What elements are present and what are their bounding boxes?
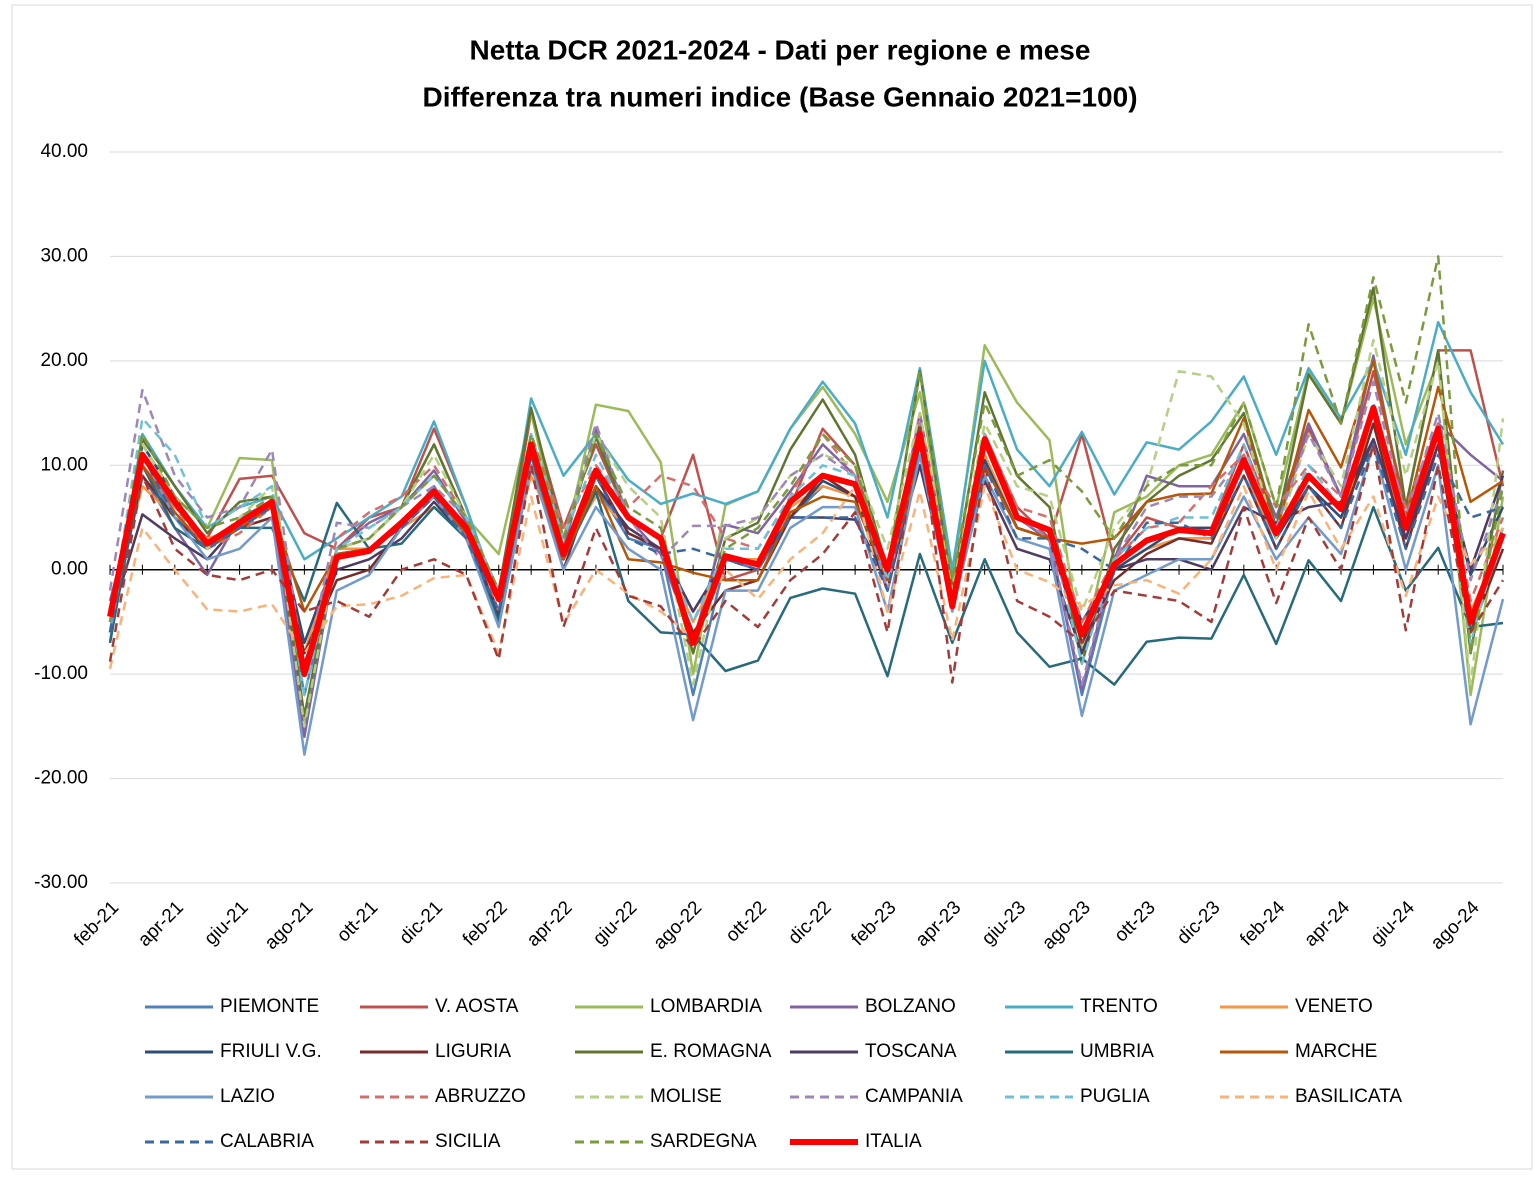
y-tick-label: -30.00: [34, 872, 88, 893]
series: [108, 255, 1505, 676]
chart-border: [11, 4, 1533, 1170]
legend-label: CALABRIA: [220, 1131, 314, 1152]
legend-label: PUGLIA: [1080, 1086, 1150, 1107]
legend-label: TOSCANA: [865, 1041, 957, 1062]
legend-label: LAZIO: [220, 1086, 275, 1107]
series-line: [108, 484, 1504, 670]
legend-label: FRIULI V.G.: [220, 1041, 322, 1062]
series: [108, 422, 1505, 684]
legend-label: BASILICATA: [1295, 1086, 1402, 1107]
legend-label: TRENTO: [1080, 996, 1158, 1017]
legend-label: BOLZANO: [865, 996, 956, 1017]
series-line: [107, 404, 1506, 678]
series-line: [108, 255, 1505, 676]
series: [108, 484, 1504, 670]
legend-label: ABRUZZO: [435, 1086, 526, 1107]
legend-label: ITALIA: [865, 1131, 922, 1152]
y-tick-label: 40.00: [40, 141, 88, 162]
legend-label: UMBRIA: [1080, 1041, 1154, 1062]
chart-subtitle: Differenza tra numeri indice (Base Genna…: [422, 81, 1137, 112]
y-tick-label: 20.00: [40, 350, 88, 371]
legend-label: VENETO: [1295, 996, 1373, 1017]
series: [107, 404, 1506, 678]
legend-label: PIEMONTE: [220, 996, 319, 1017]
series-line: [108, 453, 1504, 686]
legend-label: CAMPANIA: [865, 1086, 963, 1107]
chart-title: Netta DCR 2021-2024 - Dati per regione e…: [470, 34, 1091, 65]
legend-label: MARCHE: [1295, 1041, 1377, 1062]
legend-label: LIGURIA: [435, 1041, 511, 1062]
series: [108, 453, 1504, 686]
y-tick-label: -20.00: [34, 768, 88, 789]
legend-label: MOLISE: [650, 1086, 722, 1107]
series-line: [108, 443, 1505, 756]
legend-label: SICILIA: [435, 1131, 501, 1152]
legend-label: V. AOSTA: [435, 996, 519, 1017]
y-tick-label: 0.00: [51, 559, 88, 580]
legend-label: SARDEGNA: [650, 1131, 757, 1152]
series-line: [108, 422, 1505, 684]
legend-label: LOMBARDIA: [650, 996, 762, 1017]
y-tick-label: 30.00: [40, 245, 88, 266]
series: [108, 411, 1505, 676]
y-tick-label: -10.00: [34, 663, 88, 684]
series: [108, 443, 1505, 756]
y-tick-label: 10.00: [40, 454, 88, 475]
series-line: [108, 411, 1505, 676]
legend-label: E. ROMAGNA: [650, 1041, 772, 1062]
